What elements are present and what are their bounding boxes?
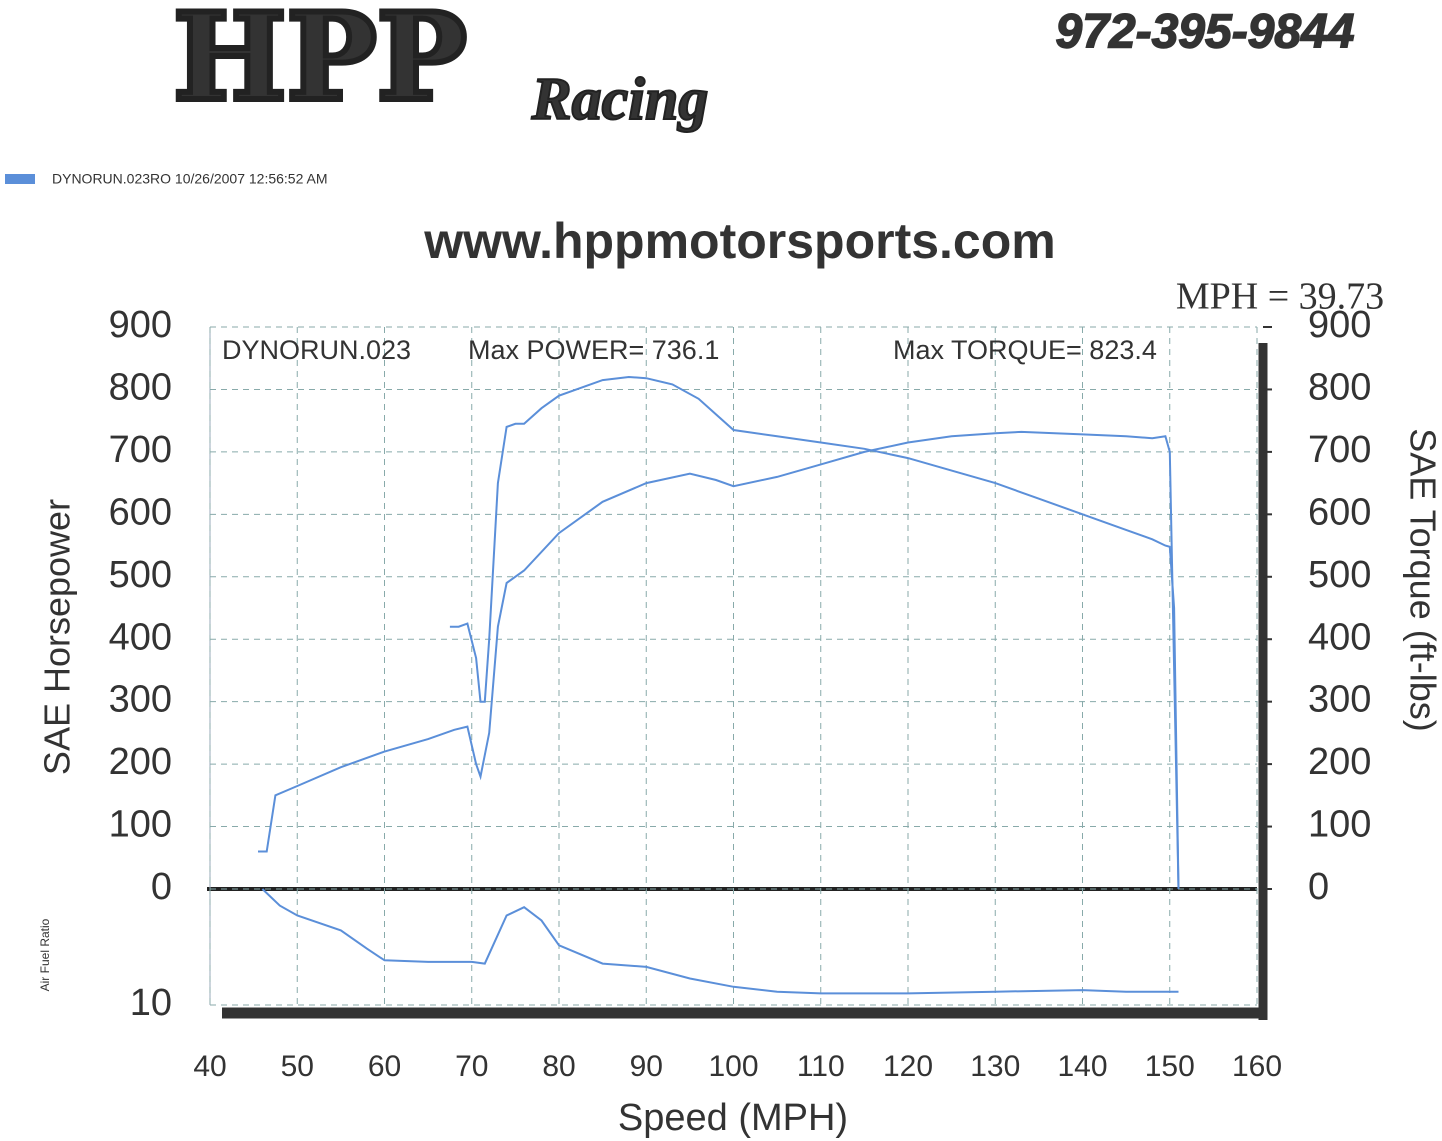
- data-line: [449, 375, 1180, 890]
- y-tick-label: 100: [109, 804, 172, 846]
- y2-tick-label: 0: [1308, 866, 1329, 908]
- x-tick-label: 90: [630, 1050, 663, 1083]
- y2-tick-label: 100: [1308, 804, 1371, 846]
- data-line: [261, 888, 1179, 995]
- y-axis-label: SAE Horsepower: [37, 499, 78, 775]
- annotation: Max TORQUE= 823.4: [893, 335, 1157, 365]
- y2-axis-label: SAE Torque (ft-lbs): [1402, 428, 1442, 731]
- y2-tick-label: 800: [1308, 366, 1371, 408]
- x-tick-label: 40: [193, 1050, 226, 1083]
- y2-tick-label: 300: [1308, 679, 1371, 721]
- x-axis-label: Speed (MPH): [618, 1097, 848, 1139]
- y-tick-label: 200: [109, 741, 172, 783]
- y2-tick-label: 600: [1308, 491, 1371, 533]
- x-tick-label: 50: [281, 1050, 314, 1083]
- phone: 972-395-9844: [1056, 6, 1355, 59]
- afr-y-tick-label: 10: [130, 982, 172, 1024]
- x-tick-label: 60: [368, 1050, 401, 1083]
- data-line: [258, 430, 1180, 890]
- y-tick-label: 900: [109, 304, 172, 346]
- y-tick-label: 500: [109, 554, 172, 596]
- y2-tick-label: 500: [1308, 554, 1371, 596]
- x-tick-label: 80: [542, 1050, 575, 1083]
- x-tick-label: 100: [708, 1050, 758, 1083]
- x-tick-label: 140: [1057, 1050, 1107, 1083]
- y2-tick-label: 400: [1308, 616, 1371, 658]
- y-tick-label: 400: [109, 616, 172, 658]
- y-tick-label: 700: [109, 429, 172, 471]
- annotation: Max POWER= 736.1: [468, 335, 719, 365]
- website: www.hppmotorsports.com: [423, 213, 1056, 269]
- logo-script: Racing: [531, 66, 709, 132]
- afr-axis-label: Air Fuel Ratio: [38, 918, 52, 991]
- y2-tick-label: 700: [1308, 429, 1371, 471]
- run-info: DYNORUN.023RO 10/26/2007 12:56:52 AM: [52, 171, 328, 187]
- x-tick-label: 150: [1145, 1050, 1195, 1083]
- speed-readout: MPH = 39.73: [1176, 276, 1384, 318]
- x-tick-label: 160: [1232, 1050, 1282, 1083]
- logo: HPP: [173, 0, 467, 128]
- x-tick-label: 130: [970, 1050, 1020, 1083]
- legend-swatch: [5, 174, 35, 184]
- y2-tick-label: 200: [1308, 741, 1371, 783]
- annotation: DYNORUN.023: [222, 335, 411, 365]
- y2-tick-label: 900: [1308, 304, 1371, 346]
- x-tick-label: 120: [883, 1050, 933, 1083]
- y-tick-label: 800: [109, 366, 172, 408]
- y-tick-label: 600: [109, 491, 172, 533]
- y-tick-label: 0: [151, 866, 172, 908]
- x-tick-label: 70: [455, 1050, 488, 1083]
- y-tick-label: 300: [109, 679, 172, 721]
- x-tick-label: 110: [797, 1050, 845, 1083]
